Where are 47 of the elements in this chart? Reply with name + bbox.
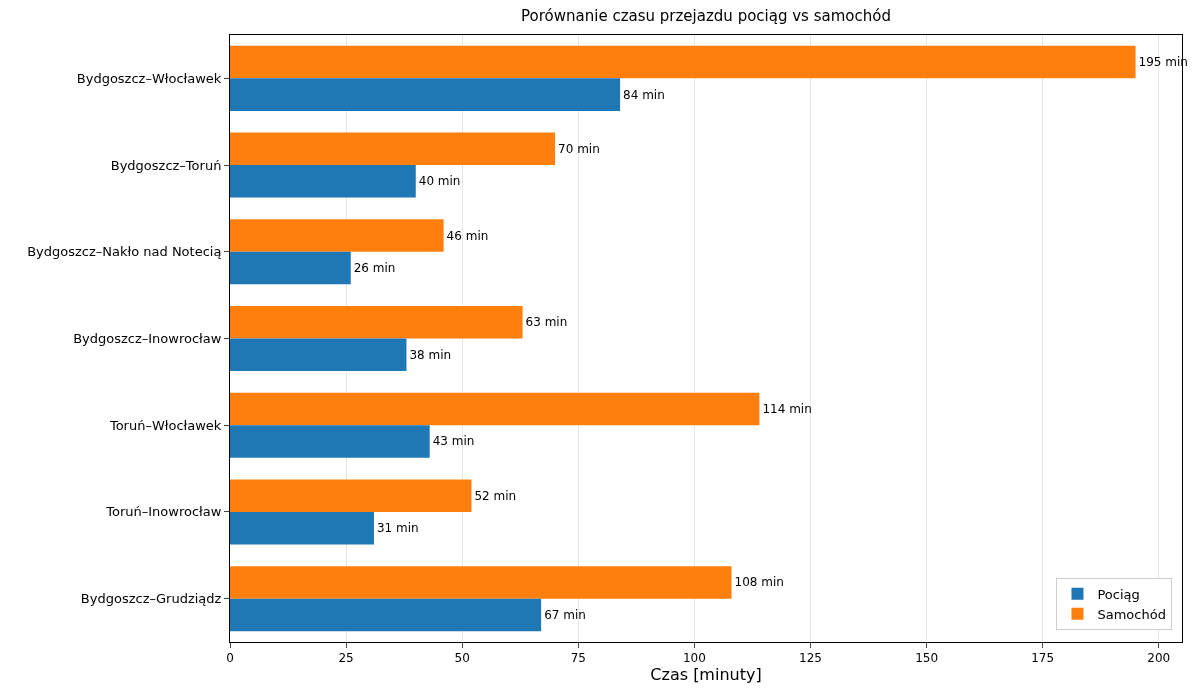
data-label: 114 min xyxy=(762,401,812,416)
y-tick-label: Bydgoszcz–Toruń xyxy=(110,157,222,173)
x-tick-label: 0 xyxy=(226,651,234,666)
chart-title: Porównanie czasu przejazdu pociąg vs samochód xyxy=(521,6,891,25)
y-tick-label: Bydgoszcz–Grudziądz xyxy=(80,591,222,607)
data-label: 67 min xyxy=(544,607,586,622)
data-label: 31 min xyxy=(376,521,419,536)
bar xyxy=(230,305,523,339)
bar xyxy=(230,165,416,198)
x-tick-label: 200 xyxy=(1147,651,1171,666)
bar xyxy=(230,425,430,458)
bar xyxy=(230,338,407,372)
bar xyxy=(230,511,374,545)
data-label: 46 min xyxy=(446,228,489,243)
bar xyxy=(230,598,542,632)
bar xyxy=(230,45,1136,79)
data-label: 84 min xyxy=(623,87,665,102)
bar xyxy=(230,479,472,512)
y-tick-label: Toruń–Włocławek xyxy=(108,417,222,433)
data-label: 63 min xyxy=(525,315,568,330)
bar xyxy=(230,78,621,111)
x-tick-label: 25 xyxy=(338,651,354,666)
data-label: 70 min xyxy=(558,141,600,156)
x-tick-label: 150 xyxy=(915,651,939,666)
x-tick-label: 75 xyxy=(570,651,586,666)
data-label: 38 min xyxy=(409,347,452,362)
data-label: 40 min xyxy=(418,174,461,189)
bar xyxy=(230,392,760,426)
x-tick-label: 50 xyxy=(454,651,470,666)
y-tick-label: Toruń–Inowrocław xyxy=(105,504,222,520)
x-axis-title: Czas [minuty] xyxy=(650,665,762,685)
legend-label: Samochód xyxy=(1097,606,1166,622)
bar xyxy=(230,251,351,285)
bar xyxy=(230,132,556,166)
legend-label: Pociąg xyxy=(1097,586,1140,602)
x-tick-label: 175 xyxy=(1031,651,1055,666)
data-label: 108 min xyxy=(734,575,784,590)
y-tick-label: Bydgoszcz–Włocławek xyxy=(76,70,222,86)
x-tick-label: 100 xyxy=(682,651,706,666)
data-label: 26 min xyxy=(353,261,396,276)
data-label: 43 min xyxy=(432,434,475,449)
data-label: 52 min xyxy=(474,488,517,503)
bar xyxy=(230,566,732,599)
y-tick-label: Bydgoszcz–Inowrocław xyxy=(73,331,222,347)
y-tick-label: Bydgoszcz–Nakło nad Notecią xyxy=(27,244,222,260)
bar xyxy=(230,219,444,252)
x-tick-label: 125 xyxy=(799,651,822,666)
